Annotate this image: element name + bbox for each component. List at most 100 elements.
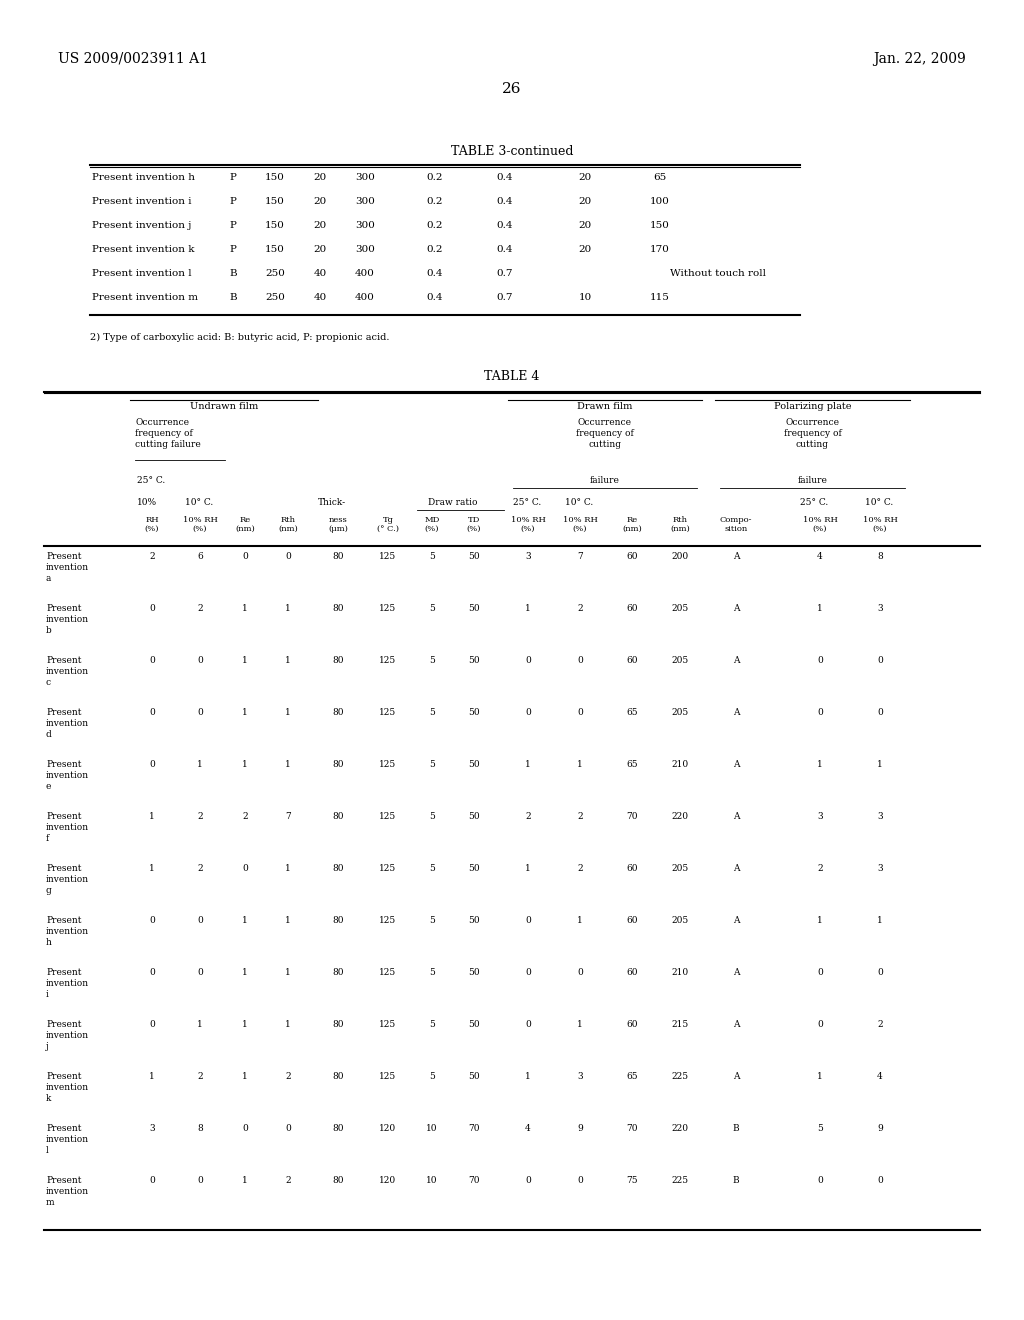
- Text: Present
invention
l: Present invention l: [46, 1125, 89, 1155]
- Text: 1: 1: [150, 812, 155, 821]
- Text: 1: 1: [242, 760, 248, 770]
- Text: 5: 5: [429, 968, 435, 977]
- Text: 0: 0: [525, 708, 530, 717]
- Text: 0: 0: [878, 1176, 883, 1185]
- Text: 80: 80: [332, 552, 344, 561]
- Text: 60: 60: [627, 552, 638, 561]
- Text: 80: 80: [332, 1072, 344, 1081]
- Text: 0: 0: [242, 865, 248, 873]
- Text: Re
(nm): Re (nm): [623, 516, 642, 533]
- Text: 10: 10: [426, 1125, 437, 1133]
- Text: 1: 1: [285, 865, 291, 873]
- Text: A: A: [733, 760, 739, 770]
- Text: Present
invention
h: Present invention h: [46, 916, 89, 948]
- Text: 70: 70: [468, 1125, 480, 1133]
- Text: Present
invention
b: Present invention b: [46, 605, 89, 635]
- Text: 60: 60: [627, 605, 638, 612]
- Text: A: A: [733, 865, 739, 873]
- Text: 0: 0: [198, 656, 203, 665]
- Text: 205: 205: [672, 865, 688, 873]
- Text: A: A: [733, 812, 739, 821]
- Text: 0.4: 0.4: [497, 197, 513, 206]
- Text: US 2009/0023911 A1: US 2009/0023911 A1: [58, 51, 208, 66]
- Text: 0: 0: [578, 656, 583, 665]
- Text: A: A: [733, 916, 739, 925]
- Text: 0: 0: [817, 708, 823, 717]
- Text: 0: 0: [285, 552, 291, 561]
- Text: Undrawn film: Undrawn film: [189, 403, 258, 411]
- Text: 1: 1: [817, 605, 823, 612]
- Text: 5: 5: [429, 708, 435, 717]
- Text: 210: 210: [672, 968, 688, 977]
- Text: 5: 5: [429, 760, 435, 770]
- Text: 5: 5: [429, 1072, 435, 1081]
- Text: 125: 125: [379, 968, 396, 977]
- Text: Re
(nm): Re (nm): [236, 516, 255, 533]
- Text: Polarizing plate: Polarizing plate: [774, 403, 851, 411]
- Text: 0.4: 0.4: [497, 173, 513, 182]
- Text: 400: 400: [355, 293, 375, 302]
- Text: 0: 0: [817, 1020, 823, 1030]
- Text: 50: 50: [468, 916, 480, 925]
- Text: 3: 3: [150, 1125, 155, 1133]
- Text: Present
invention
e: Present invention e: [46, 760, 89, 791]
- Text: 8: 8: [198, 1125, 203, 1133]
- Text: 100: 100: [650, 197, 670, 206]
- Text: 80: 80: [332, 812, 344, 821]
- Text: P: P: [229, 173, 237, 182]
- Text: 1: 1: [242, 916, 248, 925]
- Text: 80: 80: [332, 760, 344, 770]
- Text: Present invention j: Present invention j: [92, 220, 191, 230]
- Text: 1: 1: [285, 1020, 291, 1030]
- Text: 2: 2: [817, 865, 823, 873]
- Text: 10° C.: 10° C.: [565, 498, 593, 507]
- Text: 225: 225: [672, 1176, 688, 1185]
- Text: Present invention i: Present invention i: [92, 197, 191, 206]
- Text: 25° C.: 25° C.: [513, 498, 542, 507]
- Text: MD
(%): MD (%): [424, 516, 439, 533]
- Text: 50: 50: [468, 605, 480, 612]
- Text: 125: 125: [379, 865, 396, 873]
- Text: Present invention k: Present invention k: [92, 246, 195, 253]
- Text: 25° C.: 25° C.: [800, 498, 828, 507]
- Text: 250: 250: [265, 293, 285, 302]
- Text: Jan. 22, 2009: Jan. 22, 2009: [873, 51, 966, 66]
- Text: A: A: [733, 552, 739, 561]
- Text: 0: 0: [150, 1020, 155, 1030]
- Text: 5: 5: [429, 656, 435, 665]
- Text: 120: 120: [380, 1125, 396, 1133]
- Text: 1: 1: [878, 760, 883, 770]
- Text: A: A: [733, 968, 739, 977]
- Text: Present invention m: Present invention m: [92, 293, 198, 302]
- Text: 1: 1: [285, 760, 291, 770]
- Text: 80: 80: [332, 1020, 344, 1030]
- Text: 20: 20: [313, 197, 327, 206]
- Text: 0: 0: [578, 708, 583, 717]
- Text: B: B: [229, 293, 237, 302]
- Text: Present
invention
k: Present invention k: [46, 1072, 89, 1104]
- Text: 225: 225: [672, 1072, 688, 1081]
- Text: 10% RH
(%): 10% RH (%): [562, 516, 597, 533]
- Text: 115: 115: [650, 293, 670, 302]
- Text: 150: 150: [265, 173, 285, 182]
- Text: 25° C.: 25° C.: [137, 477, 165, 484]
- Text: 0: 0: [578, 968, 583, 977]
- Text: Present
invention
i: Present invention i: [46, 968, 89, 999]
- Text: 1: 1: [242, 1176, 248, 1185]
- Text: 205: 205: [672, 916, 688, 925]
- Text: 2: 2: [243, 812, 248, 821]
- Text: Present
invention
f: Present invention f: [46, 812, 89, 843]
- Text: Without touch roll: Without touch roll: [670, 269, 766, 279]
- Text: 26: 26: [502, 82, 522, 96]
- Text: P: P: [229, 246, 237, 253]
- Text: A: A: [733, 1072, 739, 1081]
- Text: Thick-: Thick-: [318, 498, 346, 507]
- Text: P: P: [229, 220, 237, 230]
- Text: TD
(%): TD (%): [467, 516, 481, 533]
- Text: 125: 125: [379, 656, 396, 665]
- Text: failure: failure: [590, 477, 620, 484]
- Text: 80: 80: [332, 968, 344, 977]
- Text: 125: 125: [379, 605, 396, 612]
- Text: 2: 2: [578, 812, 583, 821]
- Text: 20: 20: [313, 246, 327, 253]
